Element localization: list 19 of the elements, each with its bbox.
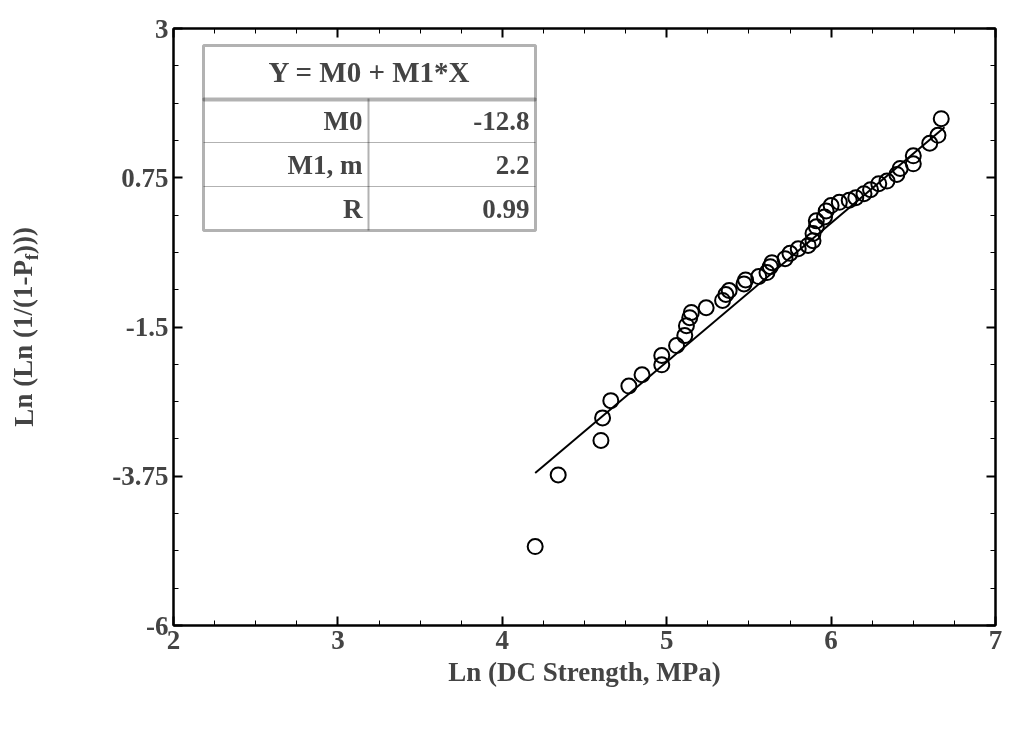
y-tick-label: -6: [146, 610, 169, 641]
x-tick-label: 4: [495, 624, 510, 655]
annotation: R: [343, 193, 363, 224]
y-tick-label: 0.75: [121, 162, 169, 193]
annotation: M0: [323, 105, 363, 136]
annotation: Y = M0 + M1*X: [268, 56, 470, 88]
y-axis-title: Ln (Ln (1/(1-Pf))): [8, 227, 42, 427]
annotation: 2.2: [495, 149, 530, 180]
y-tick-label: -1.5: [125, 312, 169, 342]
x-tick-label: 6: [824, 624, 838, 655]
x-tick-label: 3: [331, 624, 345, 655]
annotation: 0.99: [482, 193, 530, 224]
annotation: -12.8: [473, 105, 530, 136]
x-axis-title: Ln (DC Strength, MPa): [448, 656, 721, 687]
x-tick-label: 7: [988, 624, 1003, 655]
x-tick-label: 5: [659, 624, 674, 655]
annotation: M1, m: [287, 149, 364, 180]
y-tick-label: 3: [155, 13, 169, 44]
y-tick-label: -3.75: [112, 461, 169, 492]
